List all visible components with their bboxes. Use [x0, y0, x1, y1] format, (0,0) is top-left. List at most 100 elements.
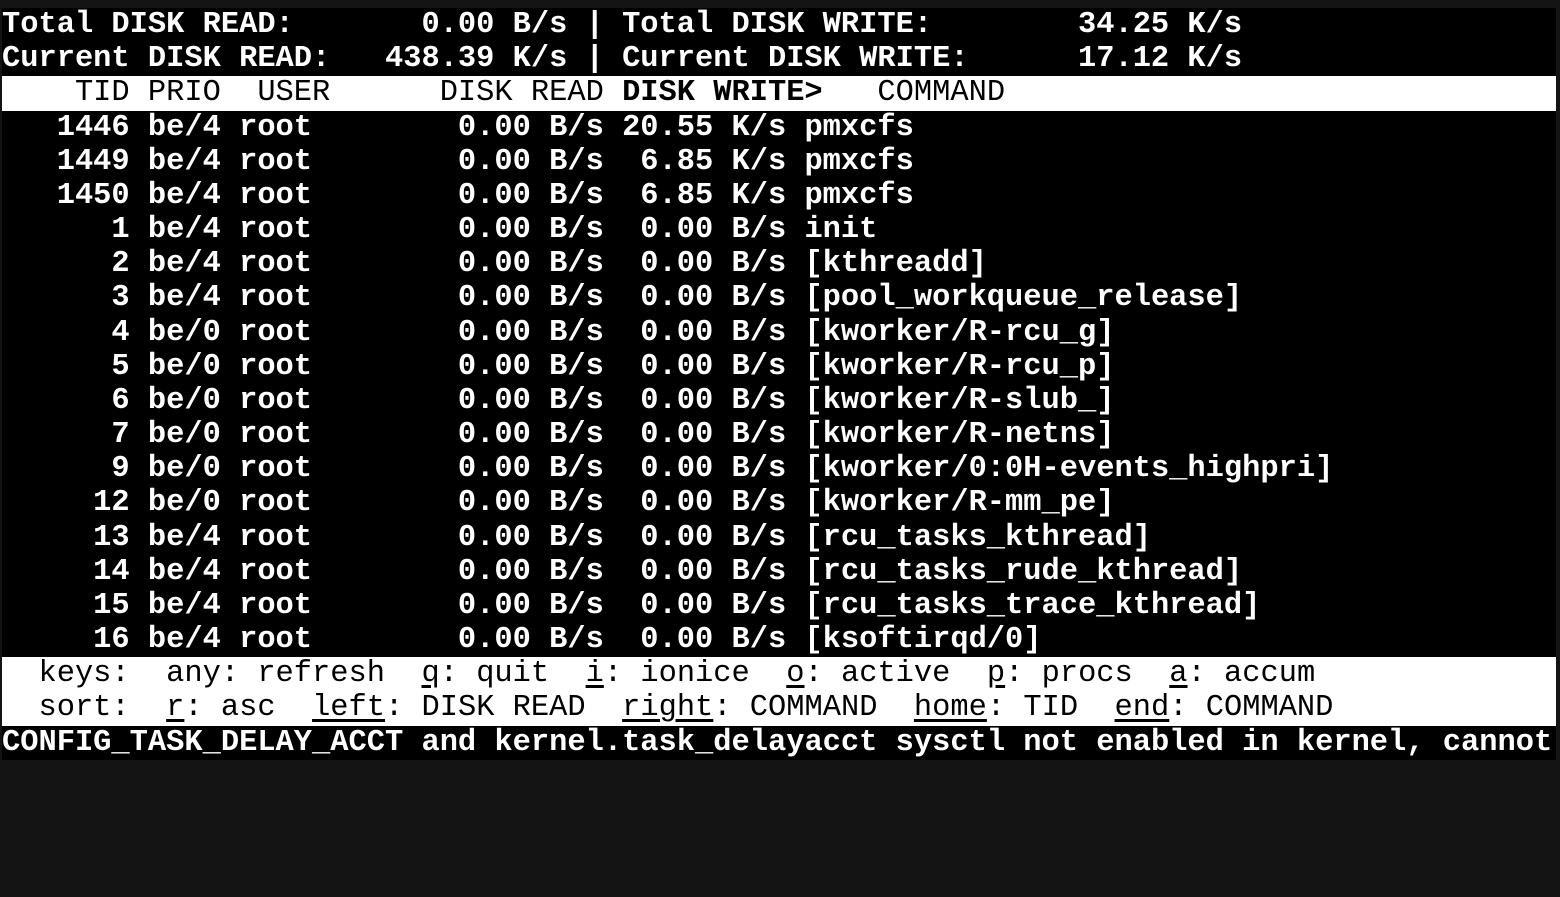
- cell-user: root: [239, 315, 313, 350]
- cell-command: [kworker/R-slub_]: [804, 383, 1115, 418]
- cell-command: pmxcfs: [804, 178, 914, 213]
- hotkey: o: [786, 657, 805, 692]
- cell-user: root: [239, 418, 313, 453]
- cell-user: root: [239, 383, 313, 418]
- cell-disk-write: 6.85 K/s: [640, 178, 787, 213]
- cell-disk-write: 0.00 B/s: [640, 383, 787, 418]
- cell-disk-write: 0.00 B/s: [640, 486, 787, 521]
- cell-prio: be/4: [147, 588, 221, 623]
- process-row: 12 be/0 root 0.00 B/s 0.00 B/s [kworker/…: [2, 486, 1556, 520]
- cell-tid: 2: [111, 247, 130, 282]
- cell-command: [kworker/R-netns]: [804, 418, 1115, 453]
- header-disk-read: DISK READ: [439, 76, 604, 111]
- cell-tid: 14: [93, 554, 130, 589]
- hotkey: right: [622, 691, 714, 726]
- help-text: : asc: [184, 691, 313, 726]
- help-text: : DISK READ: [385, 691, 623, 726]
- cell-disk-read: 0.00 B/s: [457, 315, 604, 350]
- cell-tid: 13: [93, 520, 130, 555]
- cell-command: [kworker/R-rcu_g]: [804, 315, 1115, 350]
- cell-tid: 6: [111, 383, 130, 418]
- cell-tid: 4: [111, 315, 130, 350]
- cell-prio: be/0: [147, 315, 221, 350]
- cell-user: root: [239, 213, 313, 248]
- help-text: : ionice: [603, 657, 787, 692]
- cell-disk-write: 0.00 B/s: [640, 315, 787, 350]
- cell-disk-write: 0.00 B/s: [640, 554, 787, 589]
- cell-disk-write: 0.00 B/s: [640, 247, 787, 282]
- header-disk-write-sorted: DISK WRITE>: [622, 76, 823, 111]
- cell-disk-read: 0.00 B/s: [457, 144, 604, 179]
- cell-user: root: [239, 178, 313, 213]
- cell-tid: 9: [111, 452, 130, 487]
- current-disk-read-value: 438.39 K/s: [384, 42, 568, 77]
- cell-disk-write: 0.00 B/s: [640, 213, 787, 248]
- cell-command: [ksoftirqd/0]: [804, 623, 1042, 658]
- cell-tid: 1450: [56, 178, 130, 213]
- cell-disk-read: 0.00 B/s: [457, 520, 604, 555]
- help-text: : TID: [986, 691, 1115, 726]
- status-message: CONFIG_TASK_DELAY_ACCT and kernel.task_d…: [2, 725, 1556, 760]
- help-text: : quit: [439, 657, 586, 692]
- cell-prio: be/0: [147, 452, 221, 487]
- cell-command: [rcu_tasks_rude_kthread]: [804, 554, 1243, 589]
- process-row: 1 be/4 root 0.00 B/s 0.00 B/s init: [2, 213, 1556, 247]
- process-row: 2 be/4 root 0.00 B/s 0.00 B/s [kthreadd]: [2, 247, 1556, 281]
- cell-tid: 5: [111, 349, 130, 384]
- terminal-iotop[interactable]: Total DISK READ: 0.00 B/s | Total DISK W…: [2, 8, 1556, 760]
- cell-disk-read: 0.00 B/s: [457, 383, 604, 418]
- cell-user: root: [239, 554, 313, 589]
- cell-user: root: [239, 110, 313, 145]
- cell-command: pmxcfs: [804, 110, 914, 145]
- process-row: 7 be/0 root 0.00 B/s 0.00 B/s [kworker/R…: [2, 418, 1556, 452]
- cell-disk-read: 0.00 B/s: [457, 178, 604, 213]
- help-sort-line: sort: r: asc left: DISK READ right: COMM…: [2, 691, 1556, 726]
- process-row: 16 be/4 root 0.00 B/s 0.00 B/s [ksoftirq…: [2, 623, 1556, 657]
- cell-disk-read: 0.00 B/s: [457, 110, 604, 145]
- cell-command: [kworker/0:0H-events_highpri]: [804, 452, 1334, 487]
- total-disk-write-value: 34.25 K/s: [1077, 8, 1243, 42]
- cell-disk-read: 0.00 B/s: [457, 452, 604, 487]
- process-row: 14 be/4 root 0.00 B/s 0.00 B/s [rcu_task…: [2, 555, 1556, 589]
- cell-prio: be/0: [147, 418, 221, 453]
- cell-command: [rcu_tasks_kthread]: [804, 520, 1151, 555]
- hotkey: r: [166, 691, 185, 726]
- cell-prio: be/4: [147, 623, 221, 658]
- cell-prio: be/4: [147, 281, 221, 316]
- cell-disk-write: 0.00 B/s: [640, 281, 787, 316]
- total-disk-read-value: 0.00 B/s: [421, 8, 568, 42]
- table-header-row: TID PRIO USER DISK READ DISK WRITE> COMM…: [2, 76, 1556, 111]
- cell-user: root: [239, 623, 313, 658]
- process-row: 3 be/4 root 0.00 B/s 0.00 B/s [pool_work…: [2, 281, 1556, 315]
- cell-disk-write: 0.00 B/s: [640, 588, 787, 623]
- cell-disk-write: 0.00 B/s: [640, 623, 787, 658]
- cell-command: [kworker/R-rcu_p]: [804, 349, 1115, 384]
- hotkey: p: [986, 657, 1006, 692]
- cell-disk-read: 0.00 B/s: [457, 418, 604, 453]
- cell-command: pmxcfs: [804, 144, 914, 179]
- help-text: : accum: [1187, 657, 1316, 692]
- current-disk-read-label: Current DISK READ:: [2, 42, 331, 77]
- help-text: sort:: [2, 691, 167, 726]
- cell-disk-read: 0.00 B/s: [457, 281, 604, 316]
- process-row: 13 be/4 root 0.00 B/s 0.00 B/s [rcu_task…: [2, 521, 1556, 555]
- cell-tid: 3: [111, 281, 130, 316]
- cell-user: root: [239, 452, 313, 487]
- cell-disk-write: 20.55 K/s: [622, 110, 787, 145]
- cell-prio: be/4: [147, 554, 221, 589]
- hotkey: home: [913, 691, 987, 726]
- cell-disk-write: 0.00 B/s: [640, 349, 787, 384]
- cell-tid: 7: [111, 418, 130, 453]
- cell-user: root: [239, 281, 313, 316]
- process-row: 15 be/4 root 0.00 B/s 0.00 B/s [rcu_task…: [2, 589, 1556, 623]
- cell-disk-read: 0.00 B/s: [457, 623, 604, 658]
- cell-tid: 16: [93, 623, 130, 658]
- totals-line-2: Current DISK READ: 438.39 K/s | Current …: [2, 42, 1556, 76]
- total-disk-write-label: Total DISK WRITE:: [622, 8, 933, 42]
- process-row: 1446 be/4 root 0.00 B/s 20.55 K/s pmxcfs: [2, 111, 1556, 145]
- cell-user: root: [239, 486, 313, 521]
- cell-disk-write: 0.00 B/s: [640, 418, 787, 453]
- help-text: : procs: [1005, 657, 1170, 692]
- cell-prio: be/4: [147, 213, 221, 248]
- hotkey: q: [421, 657, 440, 692]
